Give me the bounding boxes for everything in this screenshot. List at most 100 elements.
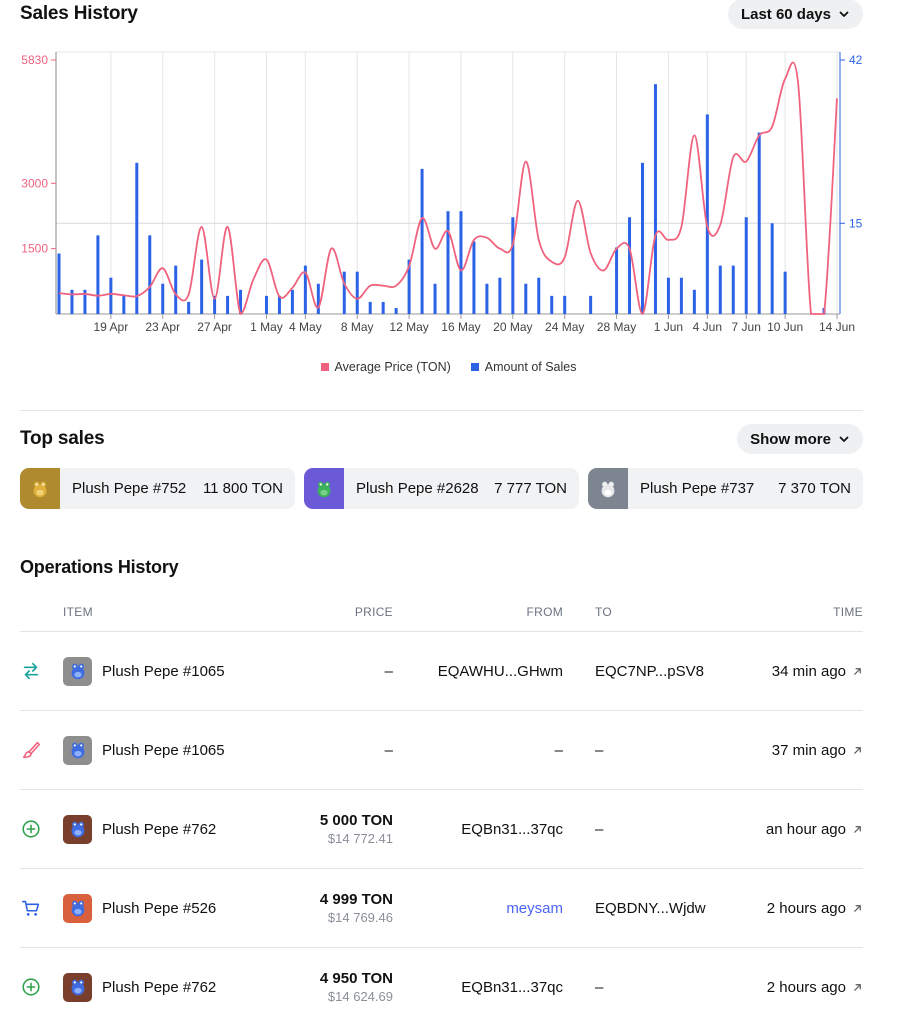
sales-bar[interactable] <box>666 277 670 314</box>
show-more-button[interactable]: Show more <box>737 424 863 454</box>
sales-bar[interactable] <box>213 295 217 314</box>
sales-bar[interactable] <box>744 217 748 314</box>
sales-bar[interactable] <box>303 265 307 314</box>
to-address[interactable]: EQC7NP...pSV8 <box>595 662 704 680</box>
sales-bar[interactable] <box>511 217 515 314</box>
sales-bar[interactable] <box>135 162 139 314</box>
sales-bar[interactable] <box>355 271 359 314</box>
from-address[interactable]: meysam <box>506 899 563 917</box>
sales-bar[interactable] <box>550 295 554 314</box>
pepe-icon <box>71 979 84 996</box>
external-link-icon[interactable] <box>852 982 863 993</box>
sales-bar[interactable] <box>148 235 152 314</box>
sales-bar[interactable] <box>161 283 165 314</box>
chevron-down-icon <box>839 436 849 442</box>
mint-brush-icon <box>22 741 41 759</box>
item-name: Plush Pepe #526 <box>102 899 217 917</box>
item-cell[interactable]: Plush Pepe #1065 <box>63 656 283 686</box>
time-cell[interactable]: 37 min ago <box>753 742 863 759</box>
left-tick-label: 3000 <box>21 176 48 190</box>
sales-bar[interactable] <box>718 265 722 314</box>
sales-bar[interactable] <box>537 277 541 314</box>
sales-bar[interactable] <box>187 301 191 314</box>
sales-bar[interactable] <box>290 289 294 314</box>
sales-bar[interactable] <box>109 277 113 314</box>
sales-bar[interactable] <box>524 283 528 314</box>
table-row[interactable]: Plush Pepe #526 4 999 TON $14 769.46 meysam… <box>20 869 863 948</box>
sales-bar[interactable] <box>433 283 437 314</box>
item-cell[interactable]: Plush Pepe #762 <box>63 814 283 844</box>
external-link-icon[interactable] <box>852 745 863 756</box>
x-tick-label: 19 Apr <box>94 320 129 334</box>
from-address[interactable]: EQBn31...37qc <box>461 820 563 838</box>
sales-bar[interactable] <box>381 301 385 314</box>
sales-bar[interactable] <box>316 283 320 314</box>
external-link-icon[interactable] <box>852 666 863 677</box>
sales-bar[interactable] <box>628 217 632 314</box>
sales-bar[interactable] <box>459 211 463 314</box>
table-row[interactable]: Plush Pepe #762 4 950 TON $14 624.69 EQBn31… <box>20 948 863 1024</box>
sales-bar[interactable] <box>394 307 398 314</box>
sales-bar[interactable] <box>757 132 761 314</box>
from-address[interactable]: EQAWHU...GHwm <box>437 662 563 680</box>
sales-bar[interactable] <box>641 162 644 314</box>
top-sales-header: Top sales Show more <box>20 424 863 454</box>
sales-bar[interactable] <box>472 241 476 314</box>
sales-bar[interactable] <box>174 265 178 314</box>
top-sale-thumbnail <box>20 468 60 509</box>
date-range-dropdown[interactable]: Last 60 days <box>727 0 863 29</box>
table-row[interactable]: Plush Pepe #762 5 000 TON $14 772.41 EQBn31… <box>20 790 863 869</box>
from-address: – <box>554 741 563 759</box>
external-link-icon[interactable] <box>852 903 863 914</box>
time-cell[interactable]: 2 hours ago <box>753 979 863 996</box>
sales-bar[interactable] <box>368 301 372 314</box>
sales-bar[interactable] <box>277 295 281 314</box>
legend-item-sales[interactable]: Amount of Sales <box>470 360 576 374</box>
sales-bar[interactable] <box>57 253 61 314</box>
x-tick-label: 1 Jun <box>654 320 683 334</box>
sales-history-header: Sales History Last 60 days <box>20 0 863 29</box>
price-line[interactable] <box>58 61 838 315</box>
sales-bar[interactable] <box>420 168 424 314</box>
sales-bar[interactable] <box>200 259 204 314</box>
from-address[interactable]: EQBn31...37qc <box>461 978 563 996</box>
sales-bar[interactable] <box>407 259 411 314</box>
time-cell[interactable]: 34 min ago <box>753 663 863 680</box>
sales-bar[interactable] <box>731 265 735 314</box>
sales-bar[interactable] <box>239 289 243 314</box>
table-row[interactable]: Plush Pepe #1065 – EQAWHU...GHwm EQC7NP...p… <box>20 632 863 711</box>
sales-bar[interactable] <box>446 211 450 314</box>
sales-bar[interactable] <box>679 277 683 314</box>
sales-bar[interactable] <box>226 295 230 314</box>
top-sale-card[interactable]: Plush Pepe #2628 7 777 TON <box>304 468 579 509</box>
external-link-icon[interactable] <box>852 824 863 835</box>
sales-bar[interactable] <box>589 295 593 314</box>
sales-bar[interactable] <box>70 289 74 314</box>
sales-bar[interactable] <box>498 277 502 314</box>
time-cell[interactable]: 2 hours ago <box>753 900 863 917</box>
sales-bar[interactable] <box>653 84 657 314</box>
sales-bar[interactable] <box>96 235 100 314</box>
top-sale-card[interactable]: Plush Pepe #752 11 800 TON <box>20 468 295 509</box>
time-cell[interactable]: an hour ago <box>753 821 863 838</box>
sales-bar[interactable] <box>83 289 87 314</box>
sales-bar[interactable] <box>342 271 346 314</box>
item-cell[interactable]: Plush Pepe #762 <box>63 972 283 1002</box>
legend-item-price[interactable]: Average Price (TON) <box>320 360 451 374</box>
sales-bar[interactable] <box>485 283 489 314</box>
top-sale-card[interactable]: Plush Pepe #737 7 370 TON <box>588 468 863 509</box>
sales-bar[interactable] <box>770 223 774 314</box>
item-cell[interactable]: Plush Pepe #526 <box>63 893 283 923</box>
sales-bar[interactable] <box>615 247 619 314</box>
sales-bar[interactable] <box>705 114 709 314</box>
item-cell[interactable]: Plush Pepe #1065 <box>63 735 283 765</box>
sales-bar[interactable] <box>783 271 787 314</box>
sales-bar[interactable] <box>692 289 696 314</box>
to-address[interactable]: EQBDNY...Wjdw <box>595 899 706 917</box>
sales-bar[interactable] <box>122 295 126 314</box>
x-tick-label: 8 May <box>341 320 374 334</box>
sales-bar[interactable] <box>264 295 268 314</box>
table-row[interactable]: Plush Pepe #1065 – – – 37 min ago <box>20 711 863 790</box>
sales-bar[interactable] <box>563 295 567 314</box>
sales-history-chart: 5830 3000 1500 42 15 19 Apr 23 Apr 27 Apr 1 May 4… <box>21 51 863 334</box>
